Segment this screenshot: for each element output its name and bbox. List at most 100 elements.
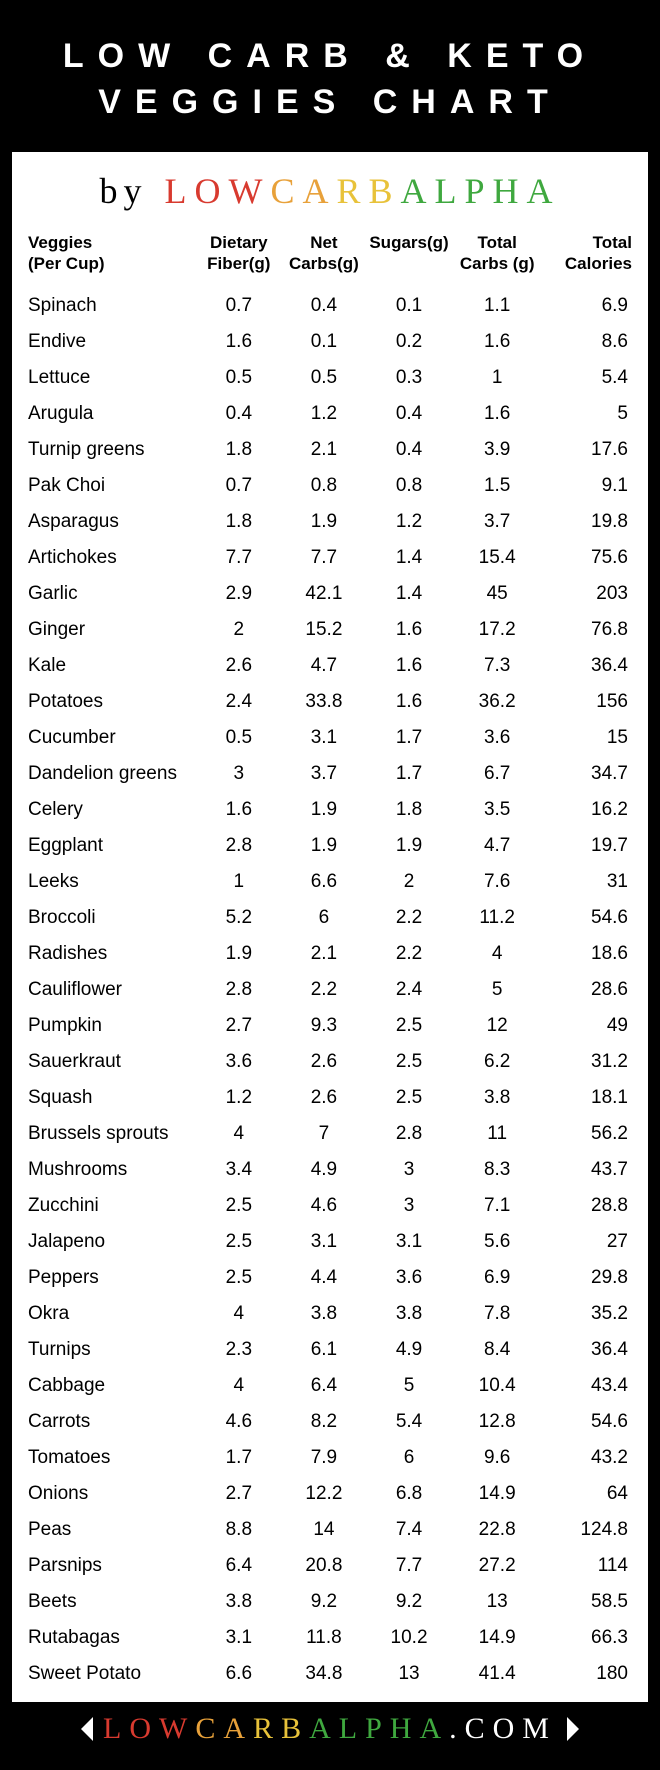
brand-letter: A: [527, 171, 561, 211]
cell-net: 34.8: [281, 1656, 366, 1692]
cell-name: Kale: [26, 648, 196, 684]
title-line1: LOW CARB & KETO: [22, 34, 638, 80]
cell-name: Okra: [26, 1296, 196, 1332]
cell-sugars: 5: [366, 1368, 451, 1404]
cell-name: Turnip greens: [26, 432, 196, 468]
cell-sugars: 0.8: [366, 468, 451, 504]
footer-suffix: .COM: [449, 1712, 557, 1745]
cell-sugars: 1.9: [366, 828, 451, 864]
cell-cal: 54.6: [543, 1404, 634, 1440]
cell-cal: 35.2: [543, 1296, 634, 1332]
cell-cal: 17.6: [543, 432, 634, 468]
cell-fiber: 1.8: [196, 504, 281, 540]
cell-net: 4.9: [281, 1152, 366, 1188]
cell-name: Sweet Potato: [26, 1656, 196, 1692]
cell-cal: 56.2: [543, 1116, 634, 1152]
brand-letter: W: [159, 1712, 195, 1745]
cell-fiber: 2.5: [196, 1188, 281, 1224]
cell-sugars: 0.4: [366, 432, 451, 468]
table-row: Asparagus1.81.91.23.719.8: [26, 504, 634, 540]
title-line2: VEGGIES CHART: [22, 80, 638, 126]
cell-sugars: 1.6: [366, 684, 451, 720]
cell-total: 1.6: [452, 396, 543, 432]
cell-cal: 18.6: [543, 936, 634, 972]
cell-total: 8.4: [452, 1332, 543, 1368]
cell-cal: 28.8: [543, 1188, 634, 1224]
cell-total: 3.5: [452, 792, 543, 828]
cell-total: 1: [452, 360, 543, 396]
cell-total: 14.9: [452, 1620, 543, 1656]
cell-total: 3.8: [452, 1080, 543, 1116]
cell-net: 6.6: [281, 864, 366, 900]
brand-letter: L: [164, 171, 194, 211]
cell-net: 4.6: [281, 1188, 366, 1224]
cell-net: 3.1: [281, 1224, 366, 1260]
cell-fiber: 2.8: [196, 972, 281, 1008]
chart-container: LOW CARB & KETO VEGGIES CHART by LOWCARB…: [0, 0, 660, 1770]
table-row: Endive1.60.10.21.68.6: [26, 324, 634, 360]
cell-net: 7.9: [281, 1440, 366, 1476]
cell-sugars: 6: [366, 1440, 451, 1476]
cell-net: 2.2: [281, 972, 366, 1008]
cell-sugars: 6.8: [366, 1476, 451, 1512]
brand-letter: L: [339, 1712, 365, 1745]
cell-cal: 9.1: [543, 468, 634, 504]
cell-sugars: 2.8: [366, 1116, 451, 1152]
table-row: Artichokes7.77.71.415.475.6: [26, 540, 634, 576]
cell-cal: 66.3: [543, 1620, 634, 1656]
cell-cal: 16.2: [543, 792, 634, 828]
table-row: Radishes1.92.12.2418.6: [26, 936, 634, 972]
cell-total: 3.6: [452, 720, 543, 756]
cell-total: 27.2: [452, 1548, 543, 1584]
cell-fiber: 2.6: [196, 648, 281, 684]
cell-net: 0.8: [281, 468, 366, 504]
cell-sugars: 0.3: [366, 360, 451, 396]
table-row: Onions2.712.26.814.964: [26, 1476, 634, 1512]
cell-total: 6.9: [452, 1260, 543, 1296]
table-row: Sweet Potato6.634.81341.4180: [26, 1656, 634, 1692]
cell-net: 9.2: [281, 1584, 366, 1620]
cell-cal: 49: [543, 1008, 634, 1044]
cell-fiber: 1.9: [196, 936, 281, 972]
col-sugars: Sugars(g): [366, 226, 451, 289]
table-body: Spinach0.70.40.11.16.9Endive1.60.10.21.6…: [26, 288, 634, 1692]
table-row: Peppers2.54.43.66.929.8: [26, 1260, 634, 1296]
cell-net: 4.4: [281, 1260, 366, 1296]
brand-letter: B: [281, 1712, 309, 1745]
cell-cal: 28.6: [543, 972, 634, 1008]
cell-name: Sauerkraut: [26, 1044, 196, 1080]
brand-letter: H: [493, 171, 527, 211]
brand-letter: P: [465, 171, 493, 211]
cell-name: Artichokes: [26, 540, 196, 576]
cell-net: 33.8: [281, 684, 366, 720]
cell-net: 1.9: [281, 792, 366, 828]
table-row: Celery1.61.91.83.516.2: [26, 792, 634, 828]
cell-net: 2.1: [281, 936, 366, 972]
cell-fiber: 2.7: [196, 1476, 281, 1512]
table-row: Kale2.64.71.67.336.4: [26, 648, 634, 684]
brand-letter: O: [129, 1712, 159, 1745]
cell-fiber: 1.8: [196, 432, 281, 468]
cell-cal: 180: [543, 1656, 634, 1692]
cell-net: 1.2: [281, 396, 366, 432]
brand-letter: A: [419, 1712, 449, 1745]
cell-name: Cabbage: [26, 1368, 196, 1404]
cell-net: 20.8: [281, 1548, 366, 1584]
table-row: Broccoli5.262.211.254.6: [26, 900, 634, 936]
cell-fiber: 2.8: [196, 828, 281, 864]
cell-cal: 64: [543, 1476, 634, 1512]
cell-total: 15.4: [452, 540, 543, 576]
cell-name: Pak Choi: [26, 468, 196, 504]
brand-letter: L: [103, 1712, 129, 1745]
cell-total: 11: [452, 1116, 543, 1152]
brand-letter: O: [194, 171, 228, 211]
cell-cal: 15: [543, 720, 634, 756]
cell-total: 9.6: [452, 1440, 543, 1476]
cell-fiber: 2.3: [196, 1332, 281, 1368]
cell-total: 7.8: [452, 1296, 543, 1332]
cell-fiber: 0.7: [196, 288, 281, 324]
cell-name: Celery: [26, 792, 196, 828]
cell-cal: 156: [543, 684, 634, 720]
table-row: Lettuce0.50.50.315.4: [26, 360, 634, 396]
cell-net: 0.5: [281, 360, 366, 396]
